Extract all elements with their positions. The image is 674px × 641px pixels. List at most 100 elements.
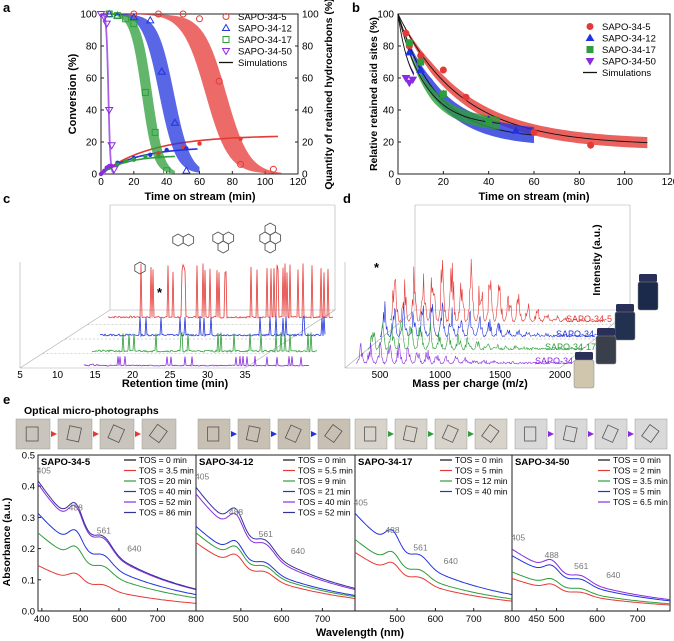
panel-e-legend-label: TOS = 52 min [298, 508, 351, 518]
micro-photo [317, 418, 351, 450]
photo-arrow [311, 431, 317, 437]
panel-a-conversion-point [269, 165, 277, 173]
panel-a-retained-point [184, 146, 189, 151]
vial-cap [616, 304, 634, 312]
legend-marker [222, 36, 230, 43]
panel-e-legend-label: TOS = 52 min [139, 497, 192, 507]
panel-b-point [587, 141, 595, 149]
micro-photo-crystal [324, 424, 343, 444]
panel-e-xtick-label: 400 [34, 614, 50, 625]
panel-b-point [401, 75, 411, 83]
panel-b-xtick-label: 120 [662, 177, 674, 188]
legend-label: SAPO-34-12 [602, 34, 656, 45]
panel-e-spectrum [195, 532, 356, 598]
micro-photo-crystal [66, 425, 82, 443]
panel-d-series-label: SAPO-34-17 [545, 342, 596, 352]
panel-a-conversion-point [170, 118, 180, 126]
panel-a-retained-point [156, 151, 161, 156]
panel-b-legend: SAPO-34-5SAPO-34-12SAPO-34-17SAPO-34-50S… [583, 22, 656, 79]
photo-arrow [51, 431, 57, 437]
panel-a-retained-point [115, 162, 120, 167]
panel-d-trace [379, 301, 596, 338]
panel-c-asterisk: * [157, 285, 163, 300]
micro-photo-crystal [562, 425, 578, 443]
panel-a-y2tick-label: 0 [302, 170, 308, 181]
micro-photo-crystal [148, 423, 168, 444]
micro-photo [554, 418, 588, 450]
panel-b-point [417, 52, 425, 60]
photo-arrow [231, 431, 237, 437]
panel-e-peak-label: 488 [545, 550, 559, 560]
panel-a-y2tick-label: 80 [302, 42, 314, 53]
panel-a-conversion-point [105, 10, 113, 18]
micro-photo [354, 418, 388, 450]
micro-photo-crystal [524, 426, 537, 442]
legend-label: SAPO-34-50 [602, 57, 656, 68]
panel-e-legend-label: TOS = 2 min [613, 466, 661, 476]
molecule-structures [134, 222, 282, 275]
panel-e-spectrum [37, 480, 197, 590]
panel-e-legend-label: TOS = 12 min [455, 476, 508, 486]
vial-body [595, 335, 617, 365]
panel-a-conversion-point [130, 10, 138, 18]
panel-d-trace [355, 342, 572, 365]
panel-b-xtick-label: 40 [483, 177, 495, 188]
panel-a-conversion-point [215, 77, 223, 85]
photo-arrow [135, 431, 141, 437]
panel-e-legend-label: TOS = 9 min [298, 476, 346, 486]
panel-b-xlabel: Time on stream (min) [478, 191, 589, 203]
panel-e-legend-label: TOS = 20 min [139, 476, 192, 486]
panel-e-xtick-label: 700 [630, 614, 646, 625]
panel-e-xtick-label: 500 [549, 614, 565, 625]
panel-e-spectrum [354, 538, 513, 600]
panel-d-xlabel: Mass per charge (m/z) [412, 378, 528, 390]
molecule-ring [217, 240, 229, 254]
panel-c-xtick-label: 5 [17, 370, 23, 381]
panel-b-point [402, 29, 410, 37]
panel-a-retained-point [156, 154, 161, 159]
optical-micro-photographs [15, 418, 668, 450]
panel-e-legend-label: TOS = 6.5 min [613, 497, 668, 507]
micro-photo [634, 418, 668, 450]
panel-e-legend-label: TOS = 0 min [613, 455, 661, 465]
panel-a-conversion-point [157, 67, 167, 75]
panel-e-subplot-title: SAPO-34-5 [41, 457, 91, 468]
panel-a-y2tick-label: 40 [302, 106, 314, 117]
panel-b-point [417, 58, 425, 66]
panel-e-peak-label: 405 [354, 497, 368, 507]
panel-a-conversion-point [99, 14, 109, 22]
panel-a-conversion-point [196, 15, 203, 23]
panel-a-retained-point [148, 152, 153, 157]
panel-b-point [404, 79, 414, 88]
panel-a-xtick-label: 0 [98, 177, 104, 188]
micro-photo [514, 418, 548, 450]
panel-d-chart: * 500 1000 1500 2000 Mass per charge (m/z) … [344, 204, 659, 390]
micro-photo [141, 418, 177, 450]
panel-e-legend-label: TOS = 0 min [139, 455, 187, 465]
panel-b-xtick-label: 20 [438, 177, 450, 188]
panel-c-xtick-label: 30 [202, 370, 214, 381]
panel-a-conversion-band [101, 14, 175, 174]
micro-photo [99, 418, 135, 450]
panel-b-ylabel: Relative retained acid sites (%) [368, 17, 380, 171]
photo-arrow [428, 431, 434, 437]
panel-a-retained-point [180, 144, 186, 149]
panel-a-conversion-band [101, 14, 282, 174]
panel-e-xtick-label: 600 [111, 614, 127, 625]
panel-e-xtick-label: 600 [427, 614, 443, 625]
panel-e-spectrum [511, 571, 671, 605]
micro-photo [434, 418, 468, 450]
panel-e-legend-label: TOS = 40 min [298, 497, 351, 507]
panel-d-series-label: SAPO-34-5 [566, 314, 612, 324]
panel-e-legend-label: TOS = 86 min [139, 508, 192, 518]
molecule-ring [264, 240, 276, 254]
photo-arrow [271, 431, 277, 437]
panel-a-xtick-label: 60 [194, 177, 206, 188]
panel-e-ytick-label: 0.2 [22, 544, 35, 555]
panel-a-conversion-point [151, 128, 159, 136]
panel-b-xtick-label: 60 [528, 177, 540, 188]
micro-photo-crystal [25, 426, 39, 442]
molecule-ring [134, 261, 146, 275]
panel-e-spectrum [37, 564, 197, 604]
